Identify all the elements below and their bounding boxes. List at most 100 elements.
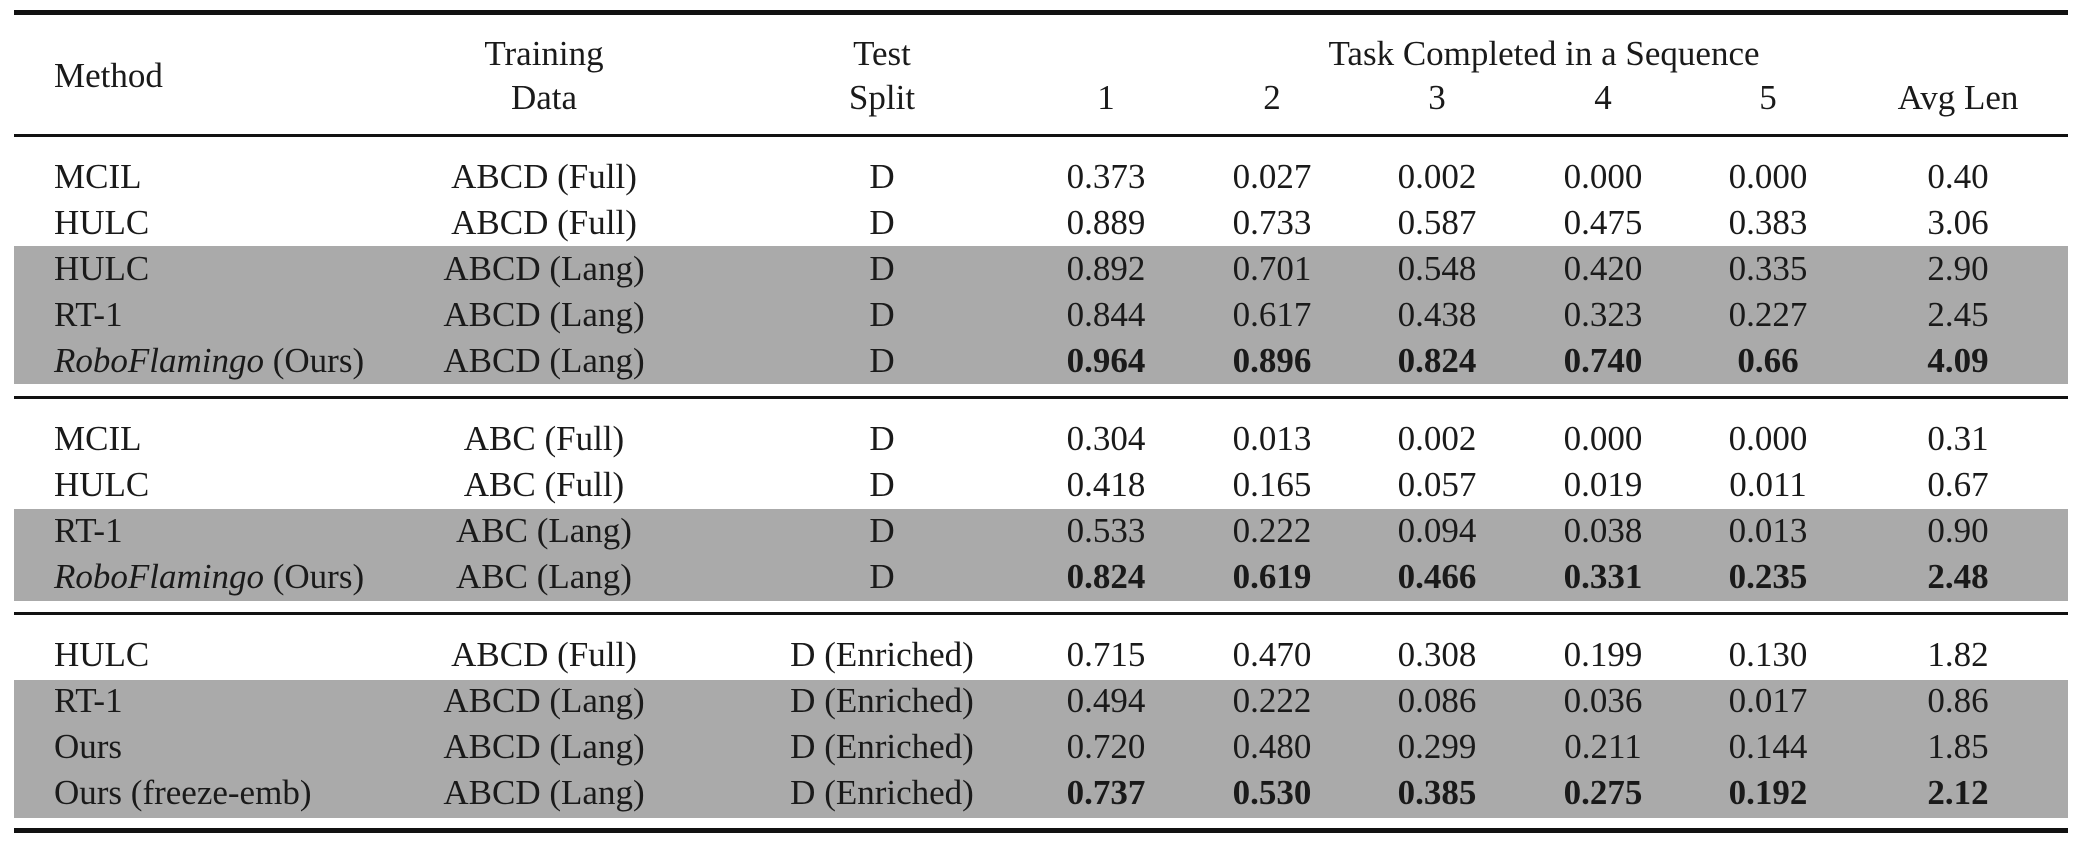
task-1-cell: 0.737	[1066, 773, 1146, 812]
task-3-cell: 0.057	[1397, 465, 1477, 504]
training-data-cell: ABC (Lang)	[456, 511, 632, 550]
test-split-cell: D (Enriched)	[790, 773, 974, 812]
avg-len-cell: 3.06	[1927, 203, 1989, 242]
avg-len-cell: 2.90	[1927, 249, 1989, 288]
test-split-cell: D	[869, 157, 895, 196]
method-text: RT-1	[54, 295, 123, 334]
method-text: Ours	[54, 727, 123, 766]
avg-len-cell: 0.90	[1927, 511, 1989, 550]
method-text: Ours (freeze-emb)	[54, 773, 312, 812]
header-col-5: 5	[1759, 78, 1777, 117]
header-task-group: Task Completed in a Sequence	[1328, 34, 1760, 73]
avg-len-cell: 0.67	[1927, 465, 1989, 504]
task-5-cell: 0.000	[1728, 419, 1808, 458]
training-data-cell: ABCD (Full)	[451, 635, 637, 674]
method-text: HULC	[54, 249, 150, 288]
task-1-cell: 0.964	[1066, 341, 1146, 380]
method-text: HULC	[54, 465, 150, 504]
shaded-band-1	[14, 246, 2068, 384]
task-4-cell: 0.000	[1563, 419, 1643, 458]
task-3-cell: 0.308	[1397, 635, 1477, 674]
task-3-cell: 0.587	[1397, 203, 1477, 242]
task-1-cell: 0.844	[1066, 295, 1146, 334]
task-2-cell: 0.470	[1232, 635, 1312, 674]
test-split-cell: D	[869, 249, 895, 288]
task-5-cell: 0.383	[1728, 203, 1808, 242]
test-split-cell: D	[869, 419, 895, 458]
group-rule-1	[14, 396, 2068, 399]
task-4-cell: 0.275	[1563, 773, 1643, 812]
header-training-line1: Training	[484, 34, 604, 73]
header-test-line2: Split	[848, 78, 916, 117]
task-3-cell: 0.824	[1397, 341, 1477, 380]
header-col-2: 2	[1263, 78, 1281, 117]
task-1-cell: 0.720	[1066, 727, 1146, 766]
method-italic: RoboFlamingo	[54, 341, 264, 380]
task-2-cell: 0.896	[1232, 341, 1312, 380]
task-3-cell: 0.094	[1397, 511, 1477, 550]
avg-len-cell: 2.45	[1927, 295, 1989, 334]
avg-len-cell: 0.31	[1927, 419, 1989, 458]
task-1-cell: 0.418	[1066, 465, 1146, 504]
header-test-line1: Test	[853, 34, 911, 73]
method-cell: HULC	[54, 463, 149, 507]
test-split-cell: D (Enriched)	[790, 635, 974, 674]
task-5-cell: 0.144	[1728, 727, 1808, 766]
test-split-cell: D	[869, 557, 895, 596]
header-training-line2: Data	[510, 78, 578, 117]
avg-len-cell: 2.12	[1927, 773, 1989, 812]
task-2-cell: 0.701	[1232, 249, 1312, 288]
header-rule	[14, 134, 2068, 137]
task-3-cell: 0.548	[1397, 249, 1477, 288]
test-split-cell: D (Enriched)	[790, 681, 974, 720]
task-2-cell: 0.013	[1232, 419, 1312, 458]
top-rule	[14, 10, 2068, 15]
training-data-cell: ABC (Full)	[463, 419, 625, 458]
task-4-cell: 0.000	[1563, 157, 1643, 196]
method-text: (Ours)	[263, 341, 365, 380]
task-2-cell: 0.165	[1232, 465, 1312, 504]
training-data-cell: ABCD (Lang)	[443, 773, 645, 812]
group-rule-2	[14, 612, 2068, 615]
task-3-cell: 0.385	[1397, 773, 1477, 812]
task-5-cell: 0.192	[1728, 773, 1808, 812]
avg-len-cell: 1.85	[1927, 727, 1989, 766]
method-cell: MCIL	[54, 417, 142, 461]
test-split-cell: D	[869, 295, 895, 334]
task-2-cell: 0.733	[1232, 203, 1312, 242]
method-text: HULC	[54, 635, 150, 674]
task-1-cell: 0.533	[1066, 511, 1146, 550]
training-data-cell: ABCD (Full)	[451, 203, 637, 242]
task-3-cell: 0.002	[1397, 419, 1477, 458]
task-2-cell: 0.222	[1232, 681, 1312, 720]
training-data-cell: ABCD (Full)	[451, 157, 637, 196]
task-3-cell: 0.299	[1397, 727, 1477, 766]
method-italic: RoboFlamingo	[54, 557, 264, 596]
training-data-cell: ABCD (Lang)	[443, 681, 645, 720]
header-avg-len: Avg Len	[1897, 78, 2019, 117]
task-2-cell: 0.222	[1232, 511, 1312, 550]
shaded-band-3	[14, 680, 2068, 818]
test-split-cell: D	[869, 341, 895, 380]
task-3-cell: 0.438	[1397, 295, 1477, 334]
task-1-cell: 0.892	[1066, 249, 1146, 288]
task-1-cell: 0.304	[1066, 419, 1146, 458]
training-data-cell: ABCD (Lang)	[443, 727, 645, 766]
task-2-cell: 0.619	[1232, 557, 1312, 596]
avg-len-cell: 1.82	[1927, 635, 1989, 674]
task-4-cell: 0.036	[1563, 681, 1643, 720]
shaded-band-2	[14, 509, 2068, 601]
method-cell: RT-1	[54, 679, 123, 723]
method-text: HULC	[54, 203, 150, 242]
method-cell: HULC	[54, 633, 149, 677]
avg-len-cell: 2.48	[1927, 557, 1989, 596]
task-5-cell: 0.130	[1728, 635, 1808, 674]
task-3-cell: 0.466	[1397, 557, 1477, 596]
avg-len-cell: 0.86	[1927, 681, 1989, 720]
method-cell: HULC	[54, 247, 149, 291]
test-split-cell: D	[869, 511, 895, 550]
task-4-cell: 0.323	[1563, 295, 1643, 334]
method-cell: RoboFlamingo (Ours)	[54, 555, 364, 599]
header-method: Method	[54, 56, 163, 95]
task-1-cell: 0.824	[1066, 557, 1146, 596]
